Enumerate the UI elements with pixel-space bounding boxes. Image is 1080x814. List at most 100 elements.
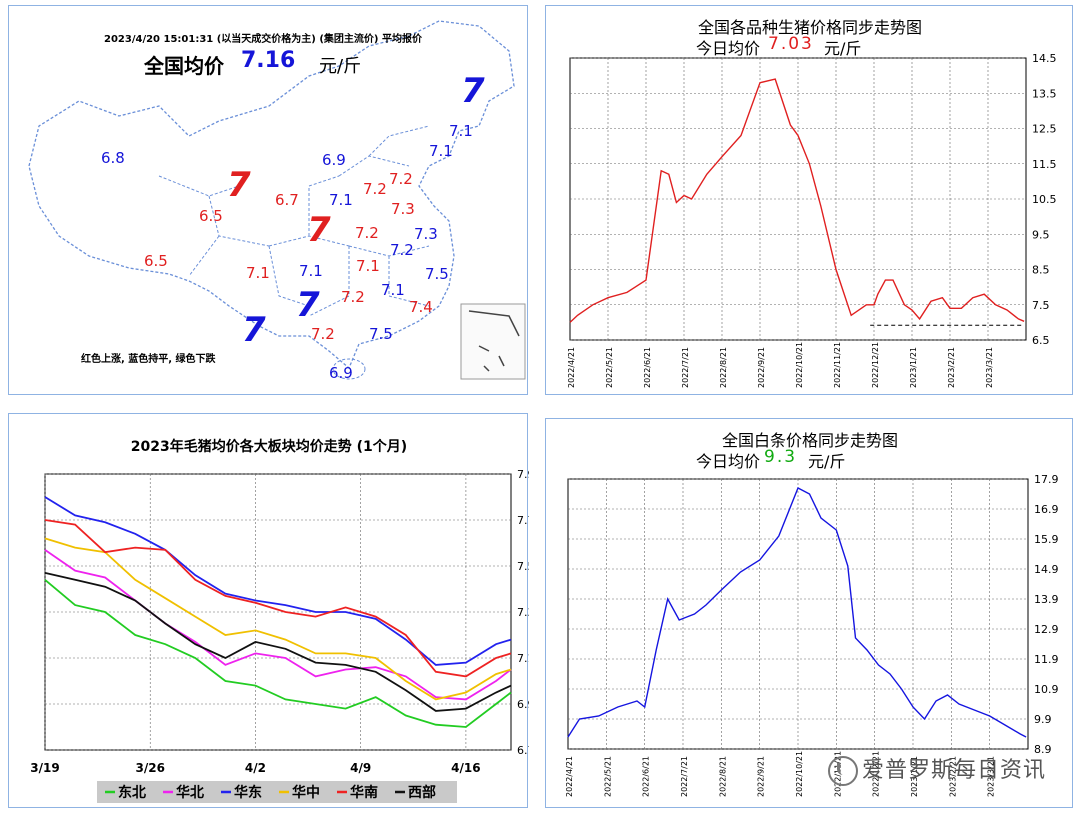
- region-price-label: 7.2: [311, 325, 335, 343]
- china-map: 77.17.16.8 6.97 6.7 7.17.27.26.5 7.37 7.2 7.37…: [28, 20, 526, 382]
- pig-today-value: 7.03: [768, 34, 814, 54]
- legend-label: 西部: [408, 784, 436, 801]
- y-tick-label: 7.7: [517, 514, 529, 527]
- y-tick-label: 8.9: [1034, 743, 1052, 756]
- x-tick-label: 2022/7/21: [681, 347, 690, 388]
- series-line-华中: [44, 537, 512, 701]
- x-tick-label: 2022/11/21: [833, 342, 842, 388]
- y-tick-label: 12.9: [1034, 623, 1059, 636]
- region-price-label: 7.3: [414, 225, 438, 243]
- south-sea-inset: [460, 303, 526, 380]
- x-tick-label: 2023/1/21: [910, 756, 919, 797]
- x-tick-label: 3/19: [30, 761, 59, 775]
- x-tick-label: 2022/4/21: [567, 347, 576, 388]
- x-tick-label: 2022/7/21: [680, 756, 689, 797]
- region-price-label: 7.1: [356, 257, 380, 275]
- region-price-label: 6.8: [101, 149, 125, 167]
- region-price-label: 7: [227, 165, 251, 205]
- region-price-label: 7.2: [341, 288, 365, 306]
- x-tick-label: 4/2: [245, 761, 266, 775]
- legend-background: [97, 781, 457, 803]
- series-line-东北: [44, 579, 512, 728]
- y-tick-label: 14.5: [1032, 52, 1057, 65]
- region-price-label: 7.1: [299, 262, 323, 280]
- y-tick-label: 12.5: [1032, 123, 1057, 136]
- legend-label: 华中: [292, 784, 320, 801]
- region-price-label: 7.5: [425, 265, 449, 283]
- watermark-text: 爱普罗斯每日资讯: [861, 758, 1046, 783]
- y-tick-label: 10.9: [1034, 683, 1059, 696]
- x-tick-label: 2022/12/21: [871, 342, 880, 388]
- legend-label: 华南: [350, 784, 378, 801]
- region-price-label: 7.5: [369, 325, 393, 343]
- y-tick-label: 7.5: [1032, 299, 1050, 312]
- x-tick-label: 3/26: [136, 761, 165, 775]
- carcass-trend-panel: 全国白条价格同步走势图 今日均价 9.3 元/斤 17.9 16.9 15.9 14.…: [545, 418, 1073, 808]
- region-price-label: 6.7: [275, 191, 299, 209]
- region-price-label: 7: [307, 210, 331, 250]
- map-outline: [28, 20, 515, 370]
- pig-today-label: 今日均价: [696, 39, 761, 58]
- carcass-today-label: 今日均价: [696, 452, 761, 471]
- y-tick-label: 16.9: [1034, 503, 1059, 516]
- y-tick-label: 8.5: [1032, 264, 1050, 277]
- legend-label: 华北: [176, 784, 204, 801]
- y-tick-label: 17.9: [1034, 473, 1059, 486]
- y-tick-label: 7.9: [517, 468, 529, 481]
- price-map-panel: 7 7.1 7.1 6.8 6.9 7 6.7 7.1 7.2 7.2 6.5 7.3 7 7.2 7.3 7…: [8, 5, 528, 395]
- region-price-label: 7.1: [449, 122, 473, 140]
- carcass-chart-title: 全国白条价格同步走势图: [721, 431, 898, 450]
- y-tick-label: 6.9: [517, 698, 529, 711]
- y-tick-label: 10.5: [1032, 193, 1057, 206]
- x-tick-label: 2022/9/21: [757, 347, 766, 388]
- x-tick-label: 2022/6/21: [642, 756, 651, 797]
- y-tick-label: 11.9: [1034, 653, 1059, 666]
- carcass-today-unit: 元/斤: [808, 452, 846, 471]
- region-price-label: 7.1: [246, 264, 270, 282]
- region-price-label: 6.5: [144, 252, 168, 270]
- legend-label: 东北: [118, 784, 146, 801]
- y-tick-label: 15.9: [1034, 533, 1059, 546]
- x-tick-label: 2023/3/21: [987, 756, 996, 797]
- national-avg-value: 7.16: [241, 48, 296, 73]
- pig-price-line: [569, 78, 1025, 323]
- region-price-label: 7.2: [390, 241, 414, 259]
- x-tick-label: 2022/10/21: [795, 751, 804, 797]
- regional-trend-panel: 2023年毛猪均价各大板块均价走势 (1个月) 7.9 7.7 7.5 7.3 7.1 6…: [8, 413, 529, 808]
- x-tick-label: 2022/8/21: [718, 756, 727, 797]
- y-tick-label: 9.9: [1034, 713, 1052, 726]
- series-line-西部: [44, 572, 512, 712]
- y-tick-label: 11.5: [1032, 158, 1057, 171]
- x-tick-label: 2022/10/21: [795, 342, 804, 388]
- region-price-label: 6.9: [329, 364, 353, 382]
- x-tick-label: 2022/4/21: [565, 756, 574, 797]
- x-tick-label: 4/9: [350, 761, 371, 775]
- legend-label: 华东: [234, 784, 262, 801]
- region-chart-title: 2023年毛猪均价各大板块均价走势 (1个月): [130, 439, 408, 455]
- x-tick-label: 2022/9/21: [757, 756, 766, 797]
- region-price-label: 6.9: [322, 151, 346, 169]
- y-tick-label: 14.9: [1034, 563, 1059, 576]
- x-tick-label: 2022/5/21: [603, 756, 612, 797]
- x-tick-label: 2022/6/21: [643, 347, 652, 388]
- watermark: 爱普罗斯每日资讯: [827, 752, 1046, 786]
- y-tick-label: 13.5: [1032, 87, 1057, 100]
- x-tick-label: 2023/1/21: [909, 347, 918, 388]
- wechat-logo-icon: [827, 756, 858, 786]
- x-tick-label: 2022/12/21: [872, 751, 881, 797]
- region-price-label: 7.2: [363, 180, 387, 198]
- pig-today-unit: 元/斤: [824, 39, 862, 58]
- region-price-label: 7.2: [389, 170, 413, 188]
- carcass-price-line: [567, 487, 1027, 738]
- y-tick-label: 7.1: [517, 652, 529, 665]
- x-tick-label: 2022/8/21: [719, 347, 728, 388]
- region-price-label: 7.4: [409, 298, 433, 316]
- region-price-label: 7.1: [429, 142, 453, 160]
- region-price-label: 7.1: [329, 191, 353, 209]
- region-price-label: 7.1: [381, 281, 405, 299]
- pig-chart-svg: 14.5 13.5 12.5 11.5 10.5 9.5 8.5 7.5 6.5 2022/4/2…: [567, 52, 1057, 388]
- y-tick-label: 7.3: [517, 606, 529, 619]
- region-price-label: 6.5: [199, 207, 223, 225]
- y-tick-label: 6.7: [517, 744, 529, 757]
- x-tick-label: 2023/3/21: [985, 347, 994, 388]
